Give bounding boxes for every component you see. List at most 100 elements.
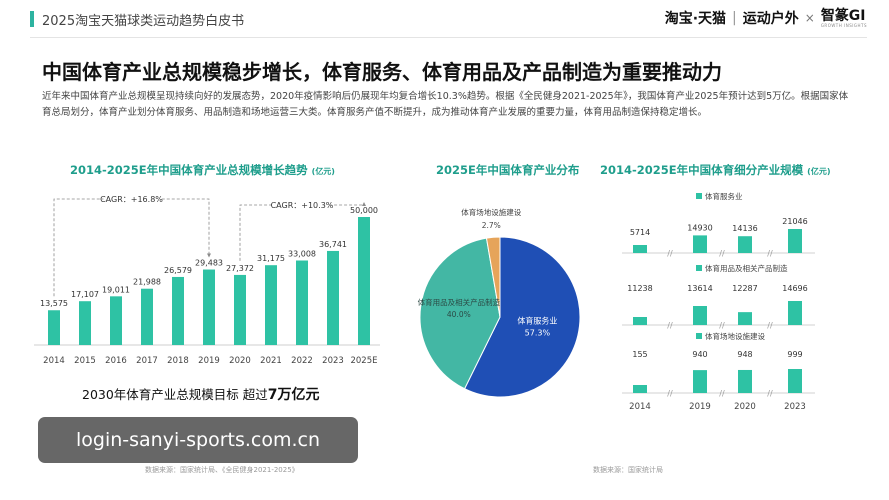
bar-value-label: 50,000 [350, 206, 378, 215]
left-chart-unit: (亿元) [311, 167, 335, 176]
axis-break-marker: // [667, 321, 673, 330]
pie-label-venue-name: 体育场地设施建设 [461, 207, 521, 217]
watermark-banner: login-sanyi-sports.com.cn [38, 417, 358, 463]
bar-体育服务业-2014 [633, 245, 647, 253]
bar-2023 [327, 250, 339, 345]
legend-swatch [696, 265, 702, 271]
bar-体育场地设施建设-2023 [788, 369, 802, 393]
bar-体育服务业-2023 [788, 229, 802, 253]
bar-value-label: 26,579 [164, 266, 192, 275]
x-tick-label: 2022 [291, 356, 313, 366]
partner-logo-subtitle: GROWTH INSIGHTS [820, 22, 867, 28]
bar-value-label: 33,008 [288, 249, 316, 258]
sub-industry-bar-charts: 体育服务业 5714 14930 14136 21046 // // // 体育用品及相关产品制… [622, 191, 815, 412]
bar-2018 [172, 276, 184, 345]
bar-value-label: 21046 [782, 217, 807, 226]
bar-体育用品及相关产品制造-2019 [693, 306, 707, 325]
bar-value-label: 14696 [782, 284, 807, 293]
partner-logo: 智篆GI GROWTH INSIGHTS [821, 9, 867, 28]
right-chart-title-text: 2014-2025E年中国体育细分产业规模 [600, 163, 804, 177]
taobao-tmall-logo: 淘宝·天猫 [664, 11, 727, 27]
page-headline: 中国体育产业总规模稳步增长，体育服务、体育用品及产品制造为重要推动力 [42, 60, 722, 84]
axis-break-marker: // [719, 321, 725, 330]
x-tick-label: 2019 [689, 402, 711, 412]
cagr-label: CAGR：+16.8% [100, 195, 163, 204]
legend-swatch [696, 193, 702, 199]
bar-体育用品及相关产品制造-2014 [633, 317, 647, 325]
x-tick-label: 2019 [198, 356, 220, 366]
top-bar: 2025淘宝天猫球类运动趋势白皮书 淘宝·天猫 | 运动户外 × 智篆GI GR… [0, 0, 889, 38]
pie-slice-venue [485, 236, 501, 318]
legend-label: 体育场地设施建设 [705, 331, 765, 341]
brand-separator: | [732, 10, 737, 26]
partner-logo-text: 智篆GI [820, 7, 866, 24]
title-accent-mark [30, 11, 34, 27]
target-value: 7万亿元 [267, 387, 320, 403]
pie-chart-title: 2025E年中国体育产业分布 [436, 163, 580, 177]
intro-paragraph: 近年来中国体育产业总规模呈现持续向好的发展态势，2020年疫情影响后仍展现年均复… [42, 91, 849, 118]
bar-2022 [296, 260, 308, 345]
axis-break-marker: // [667, 249, 673, 258]
x-tick-label: 2014 [629, 402, 651, 412]
bar-value-label: 155 [632, 350, 647, 359]
axis-break-marker: // [767, 321, 773, 330]
x-tick-label: 2014 [43, 356, 65, 366]
x-tick-label: 2023 [322, 356, 344, 366]
bar-体育用品及相关产品制造-2023 [788, 301, 802, 325]
bar-value-label: 36,741 [319, 240, 347, 249]
x-tick-label: 2015 [74, 356, 96, 366]
bar-2019 [203, 269, 215, 345]
left-chart-title-text: 2014-2025E年中国体育产业总规模增长趋势 [70, 163, 308, 177]
bar-体育用品及相关产品制造-2020 [738, 312, 752, 325]
bar-value-label: 13,575 [40, 299, 68, 308]
x-tick-label: 2025E [350, 356, 377, 366]
bar-value-label: 17,107 [71, 290, 99, 299]
x-tick-label: 2021 [260, 356, 282, 366]
cagr-label-background [103, 192, 160, 205]
axis-break-marker: // [767, 249, 773, 258]
cagr-label-background [274, 198, 330, 211]
right-chart-unit: (亿元) [807, 167, 831, 176]
legend-swatch [696, 333, 702, 339]
bar-value-label: 948 [737, 350, 752, 359]
legend-label: 体育服务业 [705, 191, 743, 201]
bar-2025E [358, 217, 370, 345]
total-scale-bar-chart: 13,575 2014 17,107 2015 19,011 2016 21,988 2017… [34, 192, 380, 366]
pie-label-goods-value: 40.0% [447, 310, 471, 319]
axis-break-marker: // [719, 249, 725, 258]
bar-2014 [48, 310, 60, 345]
bar-value-label: 999 [787, 350, 802, 359]
bar-value-label: 19,011 [102, 285, 130, 294]
bar-体育服务业-2019 [693, 235, 707, 253]
bar-value-label: 29,483 [195, 259, 223, 268]
cagr-bracket-line [53, 198, 211, 297]
x-tick-label: 2020 [229, 356, 251, 366]
axis-break-marker: // [719, 389, 725, 398]
bar-value-label: 11238 [627, 284, 652, 293]
bar-2016 [110, 296, 122, 345]
target-prefix: 2030年体育产业总规模目标 超过 [82, 387, 268, 402]
x-tick-label: 2020 [734, 402, 756, 412]
left-source-note: 数据来源：国家统计局、《全民健身2021-2025》 [145, 466, 299, 474]
bar-value-label: 12287 [732, 284, 757, 293]
right-source-note: 数据来源：国家统计局 [593, 466, 663, 474]
bar-value-label: 5714 [630, 228, 650, 237]
axis-break-marker: // [767, 389, 773, 398]
pie-label-service-name: 体育服务业 [517, 316, 557, 326]
pie-slice-goods [419, 237, 501, 390]
header-divider [30, 37, 867, 38]
right-chart-title: 2014-2025E年中国体育细分产业规模 (亿元) [600, 162, 830, 178]
axis-break-marker: // [667, 389, 673, 398]
x-tick-label: 2018 [167, 356, 189, 366]
bar-value-label: 14930 [687, 223, 712, 232]
bar-value-label: 940 [692, 350, 707, 359]
left-chart-title: 2014-2025E年中国体育产业总规模增长趋势 (亿元) [70, 162, 335, 178]
bar-2017 [141, 288, 153, 345]
pie-label-venue-value: 2.7% [482, 221, 501, 230]
bar-体育场地设施建设-2020 [738, 369, 752, 393]
bar-2021 [265, 265, 277, 345]
pie-slice-service [463, 236, 581, 398]
industry-distribution-pie: 体育服务业 57.3% 体育用品及相关产品制造 40.0% 体育场地设施建设 2.7% [418, 207, 581, 398]
bar-value-label: 27,372 [226, 264, 254, 273]
legend-label: 体育用品及相关产品制造 [705, 263, 788, 273]
